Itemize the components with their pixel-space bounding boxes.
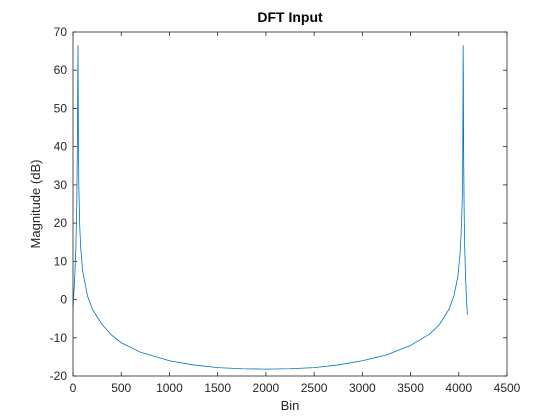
x-tick-label: 1000	[156, 381, 183, 395]
series-group	[72, 44, 468, 370]
plot-area	[73, 32, 507, 376]
x-tick-label: 2500	[301, 381, 328, 395]
x-tick-label: 3000	[349, 381, 376, 395]
chart-title: DFT Input	[257, 9, 323, 25]
x-tick-label: 3500	[397, 381, 424, 395]
y-tick-label: 0	[60, 293, 67, 307]
y-tick-label: 50	[54, 101, 68, 115]
x-tick-label: 0	[70, 381, 77, 395]
y-tick-label: 40	[54, 140, 68, 154]
y-tick-label: -10	[50, 331, 68, 345]
y-axis-label: Magnitude (dB)	[28, 160, 43, 249]
y-tick-label: 10	[54, 254, 68, 268]
x-axis-label: Bin	[281, 398, 300, 413]
y-tick-label: 70	[54, 25, 68, 39]
x-axis-ticks: 0 500 1000 1500 2000 2500 3000 3500 4000 4500	[70, 32, 521, 395]
y-tick-label: 30	[54, 178, 68, 192]
y-tick-label: 20	[54, 216, 68, 230]
plot-box	[72, 31, 508, 377]
x-tick-label: 500	[111, 381, 131, 395]
y-axis-ticks: -20 -10 0 10 20 30 40 50 60 70	[50, 25, 507, 383]
y-tick-label: 60	[54, 63, 68, 77]
x-tick-label: 4500	[494, 381, 521, 395]
series-line	[72, 44, 468, 370]
x-tick-label: 1500	[204, 381, 231, 395]
x-tick-label: 4000	[445, 381, 472, 395]
x-tick-label: 2000	[253, 381, 280, 395]
y-tick-label: -20	[50, 369, 68, 383]
